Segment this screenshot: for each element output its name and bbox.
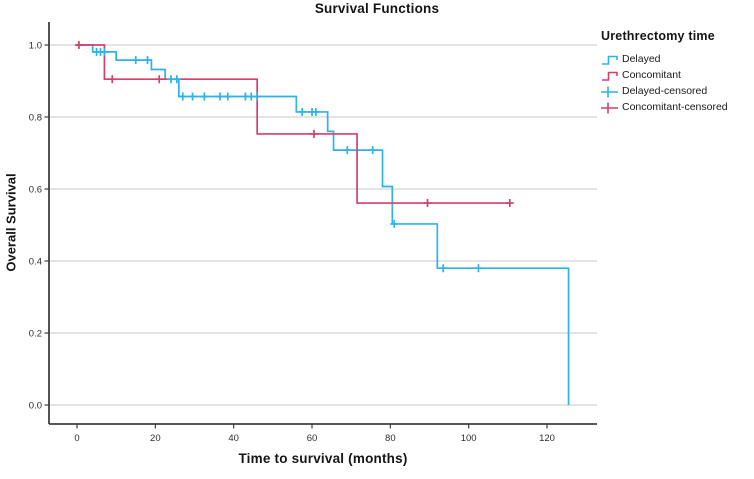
step-line-icon bbox=[602, 55, 618, 65]
plus-line-icon bbox=[601, 102, 618, 113]
x-tick-label: 40 bbox=[228, 433, 239, 444]
x-tick-label: 60 bbox=[307, 433, 318, 444]
x-tick-label: 120 bbox=[539, 433, 555, 444]
x-tick-label: 80 bbox=[385, 433, 396, 444]
y-tick-label: 0.2 bbox=[29, 329, 42, 340]
x-axis-label: Time to survival (months) bbox=[238, 451, 408, 466]
legend-title: Urethrectomy time bbox=[601, 29, 715, 43]
series-concomitant-line bbox=[77, 44, 510, 204]
x-tick-label: 0 bbox=[74, 433, 79, 444]
legend: Urethrectomy time Delayed Concomitant De… bbox=[601, 29, 728, 115]
y-tick-label: 0.6 bbox=[29, 185, 42, 196]
series-delayed-line bbox=[77, 44, 570, 405]
legend-item-delayed-censored: Delayed-censored bbox=[601, 83, 728, 99]
chart-title: Survival Functions bbox=[314, 1, 440, 16]
legend-item-label: Delayed bbox=[622, 53, 661, 65]
legend-item-concomitant: Concomitant bbox=[601, 67, 728, 83]
legend-item-concomitant-censored: Concomitant-censored bbox=[601, 99, 728, 115]
legend-item-label: Concomitant-censored bbox=[622, 101, 728, 113]
legend-item-delayed: Delayed bbox=[601, 51, 728, 67]
y-tick-label: 0.8 bbox=[29, 113, 42, 124]
legend-item-label: Concomitant bbox=[622, 69, 681, 81]
y-tick-label: 0.4 bbox=[29, 257, 42, 268]
x-tick-label: 100 bbox=[461, 433, 477, 444]
censor-marks-concomitant bbox=[74, 41, 514, 208]
plus-line-icon bbox=[601, 86, 618, 97]
censor-marks-delayed bbox=[92, 47, 483, 273]
legend-item-label: Delayed-censored bbox=[622, 85, 708, 97]
y-tick-label: 0.0 bbox=[29, 401, 42, 412]
y-axis-label: Overall Survival bbox=[3, 173, 19, 272]
x-tick-label: 20 bbox=[150, 433, 161, 444]
step-line-icon bbox=[602, 71, 618, 81]
y-tick-label: 1.0 bbox=[29, 41, 42, 52]
